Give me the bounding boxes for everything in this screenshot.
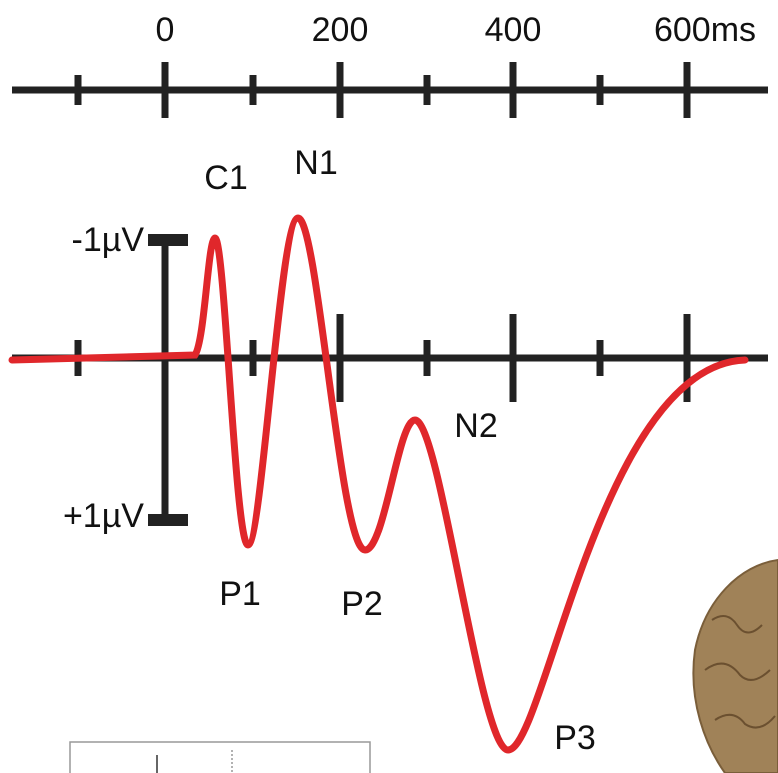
component-label: P3 bbox=[554, 719, 596, 757]
brain-image bbox=[693, 560, 778, 773]
time-label: 400 bbox=[485, 11, 542, 49]
time-label: 200 bbox=[312, 11, 369, 49]
scale-label: +1µV bbox=[63, 497, 144, 535]
time-label: 600ms bbox=[654, 11, 756, 49]
time-label: 0 bbox=[156, 11, 175, 49]
component-label: N1 bbox=[294, 144, 337, 182]
component-label: C1 bbox=[204, 159, 247, 197]
time-axis bbox=[12, 62, 768, 118]
inset-frame bbox=[70, 742, 370, 773]
component-label: P2 bbox=[341, 585, 383, 623]
scale-bar bbox=[148, 240, 188, 520]
component-label: N2 bbox=[454, 407, 497, 445]
scale-label: -1µV bbox=[72, 221, 145, 259]
component-label: P1 bbox=[219, 575, 261, 613]
erp-diagram: 0 200 400 600ms -1µV +1µV C1 N1 N2 P1 P2… bbox=[0, 0, 778, 773]
erp-waveform bbox=[12, 218, 745, 750]
